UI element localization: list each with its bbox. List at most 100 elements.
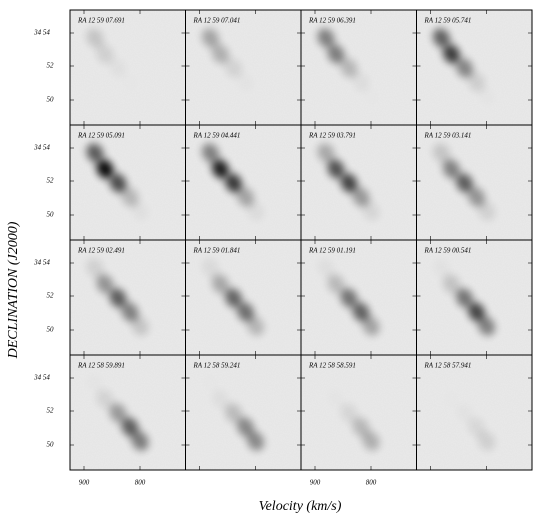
emission — [236, 302, 255, 322]
emission — [121, 417, 139, 437]
panel-noise — [301, 125, 417, 240]
emission — [432, 28, 451, 48]
panel-noise — [185, 240, 301, 355]
x-tick-label: 900 — [79, 479, 90, 487]
panel-label: RA 12 58 58.591 — [308, 362, 356, 370]
panel-label: RA 12 58 57.941 — [424, 362, 472, 370]
panel-label: RA 12 59 05.091 — [77, 132, 125, 140]
panel-noise — [416, 355, 532, 470]
emission — [246, 431, 265, 451]
panel-label: RA 12 59 01.191 — [308, 247, 356, 255]
panel-noise — [416, 10, 532, 125]
panel-noise — [185, 355, 301, 470]
panel-label: RA 12 59 03.141 — [424, 132, 472, 140]
y-tick-label: 52 — [47, 177, 55, 185]
emission — [455, 288, 474, 308]
x-tick-label: 800 — [135, 479, 146, 487]
panel-label: RA 12 59 02.491 — [77, 247, 125, 255]
emission — [362, 201, 380, 221]
y-tick-label: 50 — [47, 326, 55, 334]
emission — [96, 159, 114, 179]
emission — [224, 58, 243, 78]
panel: RA 12 58 59.891 — [69, 354, 186, 471]
panel-label: RA 12 59 05.741 — [424, 17, 472, 25]
emission — [224, 288, 243, 308]
panel: RA 12 59 00.541 — [416, 239, 533, 356]
y-tick-label: 34 54 — [33, 259, 50, 267]
emission — [477, 431, 496, 451]
panel-noise — [301, 10, 417, 125]
emission — [352, 72, 370, 92]
emission — [201, 28, 220, 48]
panel-noise — [70, 240, 186, 355]
panel-noise — [185, 125, 301, 240]
panel-noise — [301, 240, 417, 355]
emission — [442, 44, 461, 64]
emission — [86, 28, 104, 48]
panel-label: RA 12 59 03.791 — [308, 132, 356, 140]
emission — [327, 44, 345, 64]
emission — [362, 316, 380, 336]
emission — [477, 201, 496, 221]
emission — [467, 302, 486, 322]
panel-noise — [185, 10, 301, 125]
emission — [121, 302, 139, 322]
emission — [455, 173, 474, 193]
emission — [246, 316, 265, 336]
panel: RA 12 59 03.791 — [300, 124, 417, 241]
panel-noise — [301, 355, 417, 470]
emission — [317, 28, 335, 48]
y-tick-label: 52 — [47, 62, 55, 70]
panel: RA 12 58 59.241 — [185, 354, 302, 471]
y-tick-label: 52 — [47, 407, 55, 415]
emission — [211, 159, 230, 179]
panel-label: RA 12 59 07.691 — [77, 17, 125, 25]
emission — [201, 143, 220, 163]
emission — [201, 258, 220, 278]
emission — [467, 187, 486, 207]
emission — [224, 173, 243, 193]
emission — [131, 316, 149, 336]
panel: RA 12 59 07.041 — [185, 9, 302, 126]
emission — [96, 274, 114, 294]
emission — [340, 173, 358, 193]
panel-noise — [70, 10, 186, 125]
panel: RA 12 59 02.491 — [69, 239, 186, 356]
emission — [211, 274, 230, 294]
panel-label: RA 12 59 06.391 — [308, 17, 356, 25]
emission — [352, 187, 370, 207]
emission — [455, 58, 474, 78]
panel: RA 12 59 04.441 — [185, 124, 302, 241]
emission — [121, 187, 139, 207]
emission — [340, 403, 358, 423]
emission — [362, 431, 380, 451]
panel-label: RA 12 58 59.891 — [77, 362, 125, 370]
emission — [467, 417, 486, 437]
panels: RA 12 59 07.691 34 54 52 50 RA 12 59 07.041 R… — [33, 9, 533, 487]
emission — [246, 201, 265, 221]
emission — [317, 143, 335, 163]
emission — [109, 403, 127, 423]
panel: RA 12 58 58.591 — [300, 354, 417, 471]
y-tick-label: 50 — [47, 96, 55, 104]
emission — [236, 187, 255, 207]
emission — [96, 389, 114, 409]
emission — [467, 72, 486, 92]
panel: RA 12 59 06.391 — [300, 9, 417, 126]
emission — [327, 274, 345, 294]
y-tick-label: 50 — [47, 211, 55, 219]
panel: RA 12 59 05.091 — [69, 124, 186, 241]
emission — [224, 403, 243, 423]
emission — [109, 173, 127, 193]
panel: RA 12 58 57.941 — [416, 354, 533, 471]
y-tick-label: 34 54 — [33, 144, 50, 152]
x-tick-label: 800 — [366, 479, 377, 487]
y-tick-label: 34 54 — [33, 374, 50, 382]
panel-noise — [70, 355, 186, 470]
emission — [442, 159, 461, 179]
panel-label: RA 12 59 04.441 — [193, 132, 241, 140]
panel: RA 12 59 01.191 — [300, 239, 417, 356]
panel-label: RA 12 59 00.541 — [424, 247, 472, 255]
